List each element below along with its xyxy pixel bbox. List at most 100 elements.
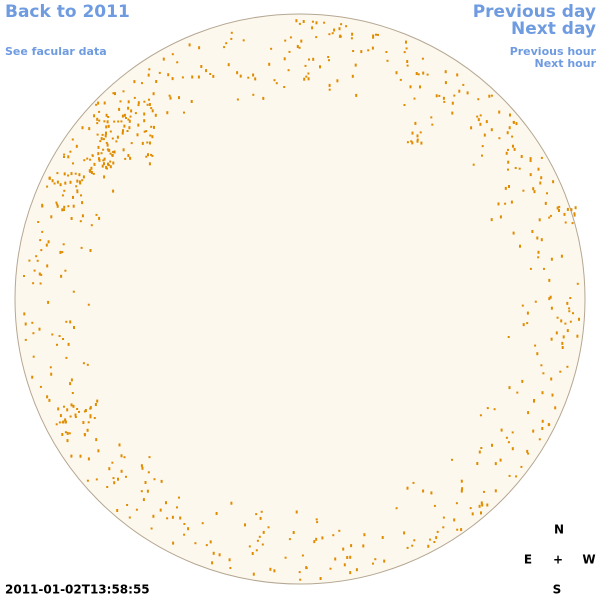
facular-point bbox=[537, 167, 540, 171]
facular-point bbox=[483, 490, 485, 493]
facular-point bbox=[256, 539, 259, 542]
facular-point bbox=[106, 167, 108, 170]
previous-hour-link[interactable]: Previous hour bbox=[510, 45, 597, 58]
facular-point bbox=[121, 131, 124, 135]
facular-point bbox=[321, 536, 324, 540]
facular-point bbox=[563, 212, 566, 216]
facular-point bbox=[127, 100, 130, 104]
facular-point bbox=[331, 32, 334, 35]
facular-point bbox=[315, 537, 318, 541]
facular-point bbox=[486, 407, 489, 410]
facular-point bbox=[493, 408, 496, 411]
facular-point bbox=[155, 80, 158, 83]
facular-point bbox=[24, 322, 27, 326]
facular-point bbox=[443, 100, 446, 103]
facular-point bbox=[111, 461, 114, 464]
facular-point bbox=[23, 312, 26, 316]
facular-point bbox=[460, 489, 463, 493]
compass-center: + bbox=[553, 553, 563, 567]
facular-point bbox=[102, 148, 105, 151]
facular-point bbox=[313, 540, 316, 544]
facular-point bbox=[48, 176, 51, 180]
facular-point bbox=[130, 109, 133, 113]
facular-point bbox=[576, 282, 579, 285]
facular-point bbox=[564, 221, 567, 224]
facular-point bbox=[94, 403, 97, 406]
facular-point bbox=[66, 408, 69, 412]
facular-point bbox=[512, 231, 515, 235]
facular-point bbox=[350, 544, 353, 548]
facular-point bbox=[507, 160, 510, 164]
facular-point bbox=[105, 131, 107, 135]
facular-point bbox=[79, 220, 82, 223]
facular-point bbox=[80, 246, 83, 249]
facular-point bbox=[415, 72, 418, 75]
previous-day-link[interactable]: Previous day bbox=[473, 2, 596, 22]
facular-point bbox=[403, 51, 406, 54]
compass-west: W bbox=[582, 553, 595, 567]
facular-point bbox=[97, 101, 100, 105]
facular-point bbox=[127, 106, 130, 110]
facular-point bbox=[526, 449, 529, 453]
facular-point bbox=[96, 122, 99, 125]
facular-point bbox=[485, 120, 488, 124]
next-hour-link[interactable]: Next hour bbox=[535, 57, 597, 70]
facular-point bbox=[90, 171, 93, 174]
facular-point bbox=[551, 393, 554, 397]
facular-point bbox=[95, 478, 98, 481]
facular-point bbox=[483, 133, 486, 137]
facular-point bbox=[100, 152, 103, 155]
facular-point bbox=[46, 185, 49, 188]
facular-point bbox=[560, 254, 563, 258]
facular-point bbox=[255, 513, 258, 516]
facular-point bbox=[343, 563, 346, 567]
facular-point bbox=[143, 119, 146, 123]
facular-point bbox=[113, 150, 116, 154]
facular-point bbox=[86, 428, 89, 432]
facular-point bbox=[178, 96, 180, 100]
facular-point bbox=[146, 141, 149, 144]
facular-point bbox=[73, 326, 75, 329]
facular-point bbox=[433, 504, 436, 507]
facular-point bbox=[252, 73, 255, 77]
facular-point bbox=[31, 321, 34, 324]
facular-point bbox=[117, 477, 119, 481]
facular-point bbox=[554, 406, 557, 410]
facular-point bbox=[491, 443, 493, 447]
facular-point bbox=[552, 180, 555, 184]
facular-point bbox=[69, 180, 72, 184]
facular-point bbox=[305, 567, 308, 569]
facular-point bbox=[540, 176, 543, 180]
facular-point bbox=[166, 111, 169, 115]
facular-point bbox=[76, 191, 79, 194]
next-day-link[interactable]: Next day bbox=[511, 19, 596, 39]
facular-point bbox=[261, 543, 264, 546]
compass-south: S bbox=[553, 583, 562, 597]
facular-point bbox=[150, 107, 153, 110]
facular-point bbox=[183, 533, 186, 536]
facular-data-link[interactable]: See facular data bbox=[5, 45, 107, 58]
facular-point bbox=[566, 365, 569, 368]
facular-point bbox=[327, 56, 330, 58]
facular-point bbox=[409, 85, 412, 89]
facular-point bbox=[123, 456, 126, 459]
facular-point bbox=[64, 418, 67, 422]
facular-point bbox=[500, 428, 503, 432]
facular-point bbox=[422, 489, 425, 493]
facular-point bbox=[141, 141, 144, 145]
facular-point bbox=[97, 152, 100, 156]
facular-point bbox=[67, 205, 70, 208]
facular-point bbox=[140, 490, 143, 493]
facular-point bbox=[455, 502, 458, 505]
facular-point bbox=[105, 141, 108, 144]
facular-point bbox=[122, 148, 125, 152]
back-link[interactable]: Back to 2011 bbox=[5, 2, 130, 22]
facular-point bbox=[167, 73, 170, 77]
facular-point bbox=[374, 558, 377, 561]
facular-point bbox=[38, 327, 41, 331]
facular-point bbox=[172, 541, 175, 545]
facular-point bbox=[537, 250, 540, 254]
facular-point bbox=[49, 366, 52, 369]
facular-point bbox=[106, 148, 109, 151]
facular-point bbox=[328, 59, 330, 62]
